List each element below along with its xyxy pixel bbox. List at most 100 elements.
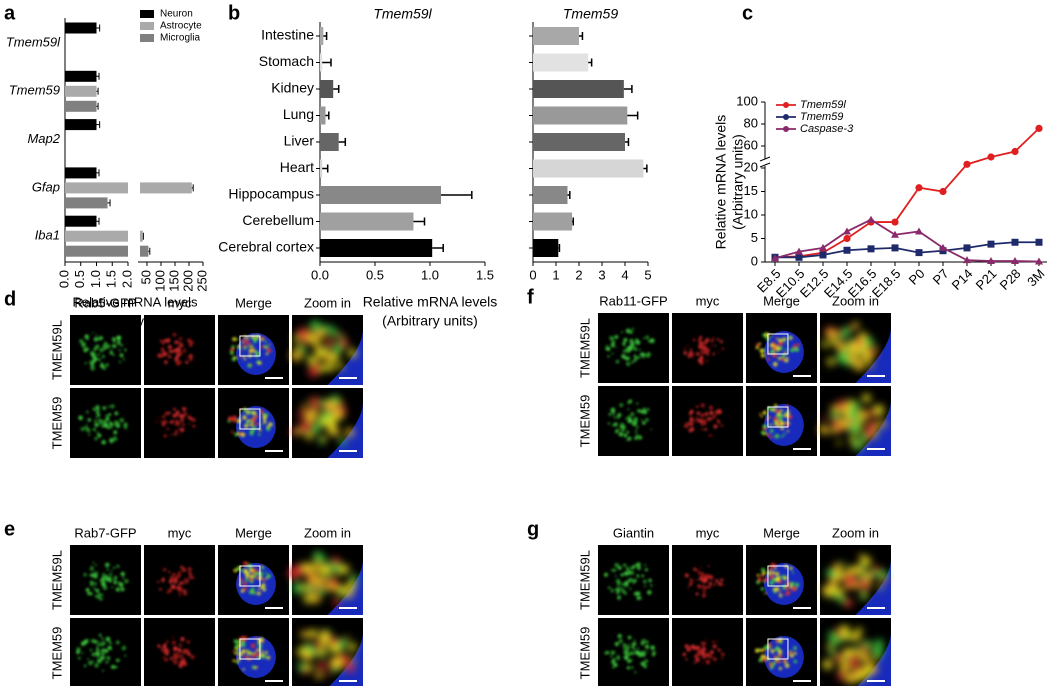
puncta <box>326 362 336 372</box>
puncta <box>625 417 628 420</box>
puncta <box>247 412 250 416</box>
puncta <box>168 579 173 584</box>
puncta <box>864 336 874 347</box>
puncta <box>80 641 86 647</box>
column-label: Merge <box>763 525 800 540</box>
puncta <box>853 359 865 371</box>
y-tick-label: Kidney <box>271 80 314 96</box>
puncta <box>331 428 340 437</box>
puncta <box>698 341 704 346</box>
nucleus <box>236 636 276 678</box>
puncta <box>850 632 861 642</box>
puncta <box>795 582 800 587</box>
puncta <box>101 581 106 587</box>
signal <box>155 406 196 438</box>
puncta <box>796 343 800 347</box>
puncta <box>628 399 633 403</box>
bar <box>65 215 97 227</box>
puncta <box>177 648 182 652</box>
puncta <box>247 363 252 368</box>
puncta <box>168 411 171 415</box>
puncta <box>109 580 113 583</box>
puncta <box>185 649 190 654</box>
signal <box>78 404 128 445</box>
puncta <box>295 582 300 587</box>
puncta <box>843 598 853 608</box>
puncta <box>155 421 158 424</box>
puncta <box>84 425 89 430</box>
puncta <box>712 657 717 662</box>
puncta <box>114 575 118 580</box>
puncta <box>166 354 169 357</box>
puncta <box>705 348 711 353</box>
row-label: TMEM59 <box>577 627 592 680</box>
puncta <box>172 636 175 639</box>
puncta <box>106 417 110 421</box>
y-tick-label: 80 <box>744 115 758 130</box>
puncta <box>779 413 784 418</box>
micrograph <box>820 618 891 686</box>
puncta <box>264 340 268 343</box>
micrograph <box>218 545 289 615</box>
puncta <box>179 346 182 349</box>
nucleus <box>764 404 804 446</box>
puncta <box>253 336 258 341</box>
puncta <box>266 573 272 579</box>
puncta <box>182 651 186 655</box>
puncta <box>818 424 828 434</box>
puncta <box>188 341 193 346</box>
bar <box>65 85 97 97</box>
puncta <box>99 347 104 353</box>
puncta <box>840 406 851 416</box>
puncta <box>844 330 850 336</box>
puncta <box>165 352 168 355</box>
puncta <box>791 586 796 592</box>
puncta <box>245 346 248 348</box>
puncta <box>877 584 883 590</box>
micrograph <box>288 545 363 615</box>
puncta <box>686 344 689 347</box>
puncta <box>249 431 254 436</box>
puncta <box>775 420 778 423</box>
puncta <box>302 410 307 415</box>
puncta <box>114 411 119 416</box>
puncta <box>689 579 692 582</box>
puncta <box>86 411 89 414</box>
puncta <box>83 572 87 577</box>
puncta <box>784 348 788 351</box>
puncta <box>603 572 609 577</box>
puncta <box>702 589 706 594</box>
bar <box>320 159 323 178</box>
puncta <box>237 654 240 657</box>
puncta <box>163 419 168 425</box>
zoom-box <box>239 408 261 430</box>
puncta <box>785 585 790 591</box>
puncta <box>769 428 774 433</box>
puncta <box>112 344 116 349</box>
puncta <box>776 338 779 341</box>
y-tick-label: Gfap <box>32 179 60 194</box>
puncta <box>825 429 831 435</box>
puncta <box>606 346 611 351</box>
puncta <box>834 566 839 571</box>
puncta <box>847 422 860 434</box>
error-bar <box>625 138 630 146</box>
puncta <box>168 355 172 359</box>
puncta <box>619 595 621 598</box>
micrograph <box>598 313 669 383</box>
puncta <box>606 344 608 347</box>
puncta <box>690 353 694 358</box>
bar <box>320 239 433 257</box>
x-axis-label: Relative mRNA levels <box>363 294 498 310</box>
puncta <box>785 342 788 345</box>
micrograph <box>598 545 669 615</box>
puncta <box>700 566 703 569</box>
micrograph <box>218 315 289 385</box>
puncta <box>782 586 786 590</box>
puncta <box>305 431 314 440</box>
puncta <box>845 566 854 576</box>
puncta <box>642 337 645 340</box>
error-bar <box>572 217 574 226</box>
puncta <box>630 666 634 669</box>
bar <box>320 133 339 151</box>
